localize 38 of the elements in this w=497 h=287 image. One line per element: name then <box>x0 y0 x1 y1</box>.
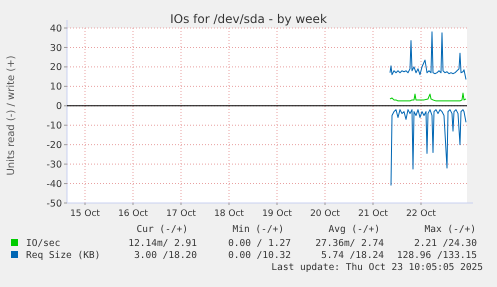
x-tick-label: 20 Oct <box>310 209 340 219</box>
y-tick-label: 10 <box>50 82 62 93</box>
text: 5.74 /18.24 <box>321 250 384 261</box>
y-tick-label: 30 <box>50 42 62 54</box>
y-tick-label: 0 <box>56 101 62 112</box>
text: Max (-/+) <box>424 224 476 235</box>
line-series <box>390 31 466 80</box>
text: 3.00 /18.20 <box>134 250 198 261</box>
y-tick-label: 20 <box>50 62 62 74</box>
text: Avg (-/+) <box>328 224 380 235</box>
line-series <box>390 92 466 102</box>
text: 2.21 /24.30 <box>414 238 478 249</box>
text: Last update: Thu Oct 23 10:05:05 2025 <box>271 262 483 273</box>
legend-label: IO/sec <box>26 238 60 249</box>
y-tick-label: -40 <box>46 178 62 190</box>
y-tick-label: -30 <box>46 159 62 170</box>
x-tick-label: 16 Oct <box>118 209 148 219</box>
text: 0.00 /10.32 <box>228 250 291 261</box>
legend-label: Req Size (KB) <box>26 250 100 261</box>
x-tick-label: 21 Oct <box>358 209 388 219</box>
y-tick-label: 40 <box>50 23 62 34</box>
text: 12.14m/ 2.91 <box>128 238 198 249</box>
x-tick-label: 22 Oct <box>406 209 436 219</box>
y-tick-label: -10 <box>46 120 62 132</box>
text: 128.96 /133.15 <box>396 250 477 261</box>
text: Cur (-/+) <box>136 224 188 235</box>
x-tick-label: 18 Oct <box>214 209 244 219</box>
x-tick-label: 19 Oct <box>262 209 292 219</box>
y-axis-title: Units read (-) / write (+) <box>6 55 17 176</box>
x-tick-label: 17 Oct <box>166 209 196 219</box>
line-series <box>390 109 466 186</box>
text: 27.36m/ 2.74 <box>315 238 384 249</box>
text: Min (-/+) <box>232 224 284 235</box>
y-tick-label: -50 <box>46 198 62 210</box>
chart-title: IOs for /dev/sda - by week <box>170 12 327 26</box>
y-tick-label: -20 <box>46 140 62 151</box>
x-tick-label: 15 Oct <box>70 209 100 219</box>
text: 0.00 / 1.27 <box>228 238 291 249</box>
